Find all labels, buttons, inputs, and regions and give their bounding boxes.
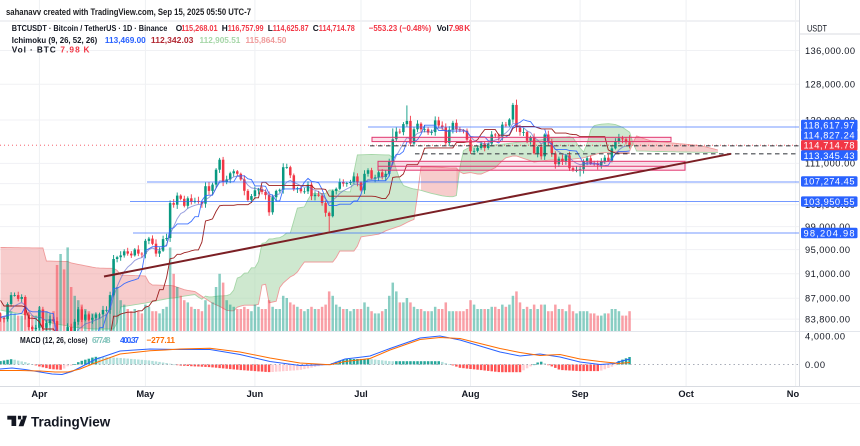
svg-text:118,617.97: 118,617.97 — [804, 120, 855, 130]
svg-text:USDT: USDT — [807, 23, 827, 33]
svg-text:O: O — [176, 23, 183, 33]
svg-text:400.37: 400.37 — [120, 335, 139, 345]
svg-text:Ichimoku (9, 26, 52, 26): Ichimoku (9, 26, 52, 26) — [12, 35, 98, 45]
svg-text:111,000.00: 111,000.00 — [805, 159, 855, 169]
svg-text:112,342.03: 112,342.03 — [151, 35, 194, 45]
svg-text:113,469.00: 113,469.00 — [105, 35, 146, 45]
svg-text:103,950.55: 103,950.55 — [804, 197, 855, 207]
svg-text:BTCUSDT · Bitcoin / TetherUS ·: BTCUSDT · Bitcoin / TetherUS · 1D · Bina… — [12, 23, 168, 33]
svg-text:7.98 K: 7.98 K — [60, 44, 89, 54]
svg-text:116,757.99: 116,757.99 — [228, 23, 264, 33]
svg-text:Vol · BTC: Vol · BTC — [12, 44, 56, 54]
svg-text:−553.23 (−0.48%): −553.23 (−0.48%) — [369, 23, 432, 33]
svg-text:May: May — [136, 389, 155, 399]
svg-text:115,864.50: 115,864.50 — [246, 35, 287, 45]
svg-text:Apr: Apr — [31, 389, 47, 399]
svg-text:677.48: 677.48 — [92, 335, 111, 345]
svg-text:4,000.00: 4,000.00 — [805, 332, 845, 342]
svg-text:H: H — [222, 23, 228, 33]
svg-text:99,000.00: 99,000.00 — [805, 222, 850, 232]
svg-text:113,345.43: 113,345.43 — [804, 151, 855, 161]
svg-text:114,714.78: 114,714.78 — [319, 23, 355, 33]
svg-text:114,625.87: 114,625.87 — [273, 23, 309, 33]
svg-text:Jun: Jun — [247, 389, 264, 399]
svg-text:Oct: Oct — [678, 389, 694, 399]
svg-text:83,800.00: 83,800.00 — [805, 314, 850, 324]
svg-text:107,274.45: 107,274.45 — [804, 177, 855, 187]
svg-text:Sep: Sep — [572, 389, 589, 399]
svg-text:L: L — [268, 23, 273, 33]
svg-text:Jul: Jul — [354, 389, 367, 399]
svg-text:115,268.01: 115,268.01 — [181, 23, 218, 33]
svg-text:98,204.98: 98,204.98 — [804, 228, 855, 238]
svg-text:112,905.51: 112,905.51 — [200, 35, 241, 45]
svg-text:Aug: Aug — [461, 389, 479, 399]
svg-text:Nov: Nov — [787, 389, 805, 399]
svg-text:114,714.78: 114,714.78 — [804, 141, 855, 151]
svg-text:7.98 K: 7.98 K — [449, 23, 470, 33]
svg-text:136,000.00: 136,000.00 — [805, 46, 855, 56]
svg-text:128,000.00: 128,000.00 — [805, 80, 855, 90]
svg-text:95,000.00: 95,000.00 — [805, 245, 850, 255]
svg-text:MACD (12, 26, close): MACD (12, 26, close) — [20, 335, 88, 345]
svg-text:C: C — [313, 23, 319, 33]
svg-text:0.00: 0.00 — [805, 360, 825, 370]
svg-text:87,000.00: 87,000.00 — [805, 294, 850, 304]
svg-text:114,827.24: 114,827.24 — [804, 130, 855, 140]
svg-text:sahanavv created with TradingV: sahanavv created with TradingView.com, S… — [6, 7, 251, 17]
svg-text:Vol: Vol — [437, 23, 449, 33]
svg-text:TradingView: TradingView — [31, 415, 111, 430]
svg-text:−277.11: −277.11 — [147, 335, 176, 345]
svg-text:91,000.00: 91,000.00 — [805, 269, 850, 279]
